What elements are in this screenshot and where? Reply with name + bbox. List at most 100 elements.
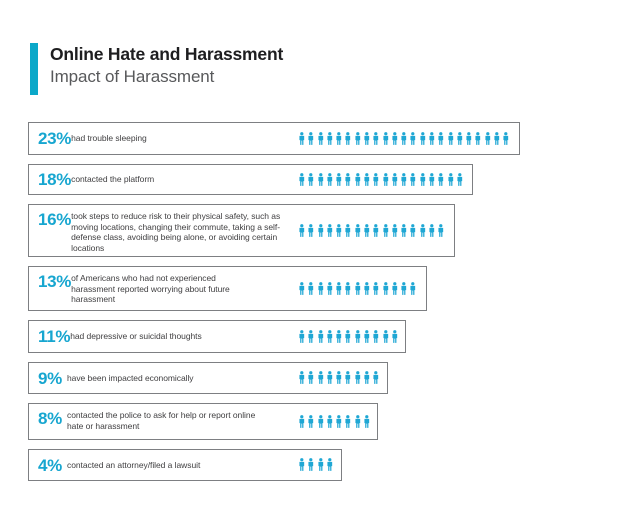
person-icon <box>317 281 323 295</box>
person-icon <box>327 131 333 145</box>
stat-percent: 4% <box>38 455 62 475</box>
person-icon <box>392 223 397 237</box>
person-icon <box>355 329 360 343</box>
person-icon <box>420 131 425 145</box>
person-icon <box>336 172 342 186</box>
person-icon <box>299 371 305 385</box>
person-icon <box>345 371 351 385</box>
person-icon <box>355 172 360 186</box>
person-icon <box>392 172 397 186</box>
person-icon <box>336 371 342 385</box>
person-icon <box>355 281 360 295</box>
person-icon <box>410 281 416 295</box>
stat-label: took steps to reduce risk to their physi… <box>71 211 281 253</box>
person-icon <box>382 172 388 186</box>
stat-row: 9% have been impacted economically <box>28 362 388 394</box>
person-icon <box>429 131 435 145</box>
stat-label: contacted an attorney/filed a lawsuit <box>67 459 201 470</box>
person-icon <box>327 329 333 343</box>
person-icon <box>382 281 388 295</box>
stat-label: had depressive or suicidal thoughts <box>70 331 202 342</box>
person-icon <box>420 223 425 237</box>
person-icon <box>336 329 342 343</box>
person-icon <box>355 223 360 237</box>
person-icon-group <box>298 321 398 352</box>
person-icon <box>317 131 323 145</box>
person-icon <box>327 172 333 186</box>
person-icon <box>299 223 305 237</box>
person-icon <box>308 329 314 343</box>
person-icon <box>410 172 416 186</box>
stat-percent: 9% <box>38 368 62 388</box>
person-icon <box>355 371 360 385</box>
person-icon <box>503 131 509 145</box>
stat-row: 8% contacted the police to ask for help … <box>28 403 378 440</box>
stat-percent: 16% <box>38 210 72 229</box>
person-icon <box>392 131 397 145</box>
person-icon <box>345 281 351 295</box>
person-icon-group <box>298 123 510 154</box>
person-icon <box>345 131 351 145</box>
page-subtitle: Impact of Harassment <box>50 67 215 86</box>
stat-row: 18% contacted the platform <box>28 164 473 195</box>
person-icon <box>317 172 323 186</box>
person-icon <box>345 329 351 343</box>
person-icon <box>466 131 472 145</box>
person-icon <box>401 131 407 145</box>
person-icon <box>438 223 444 237</box>
person-icon <box>447 131 453 145</box>
person-icon <box>299 131 305 145</box>
person-icon <box>317 458 323 472</box>
person-icon <box>308 223 314 237</box>
person-icon <box>364 172 370 186</box>
person-icon-group <box>298 165 463 194</box>
person-icon <box>373 281 379 295</box>
title-block: Online Hate and Harassment Impact of Har… <box>50 43 283 95</box>
person-icon <box>308 371 314 385</box>
person-icon <box>327 281 333 295</box>
person-icon <box>382 223 388 237</box>
person-icon <box>327 223 333 237</box>
person-icon <box>355 131 360 145</box>
header: Online Hate and Harassment Impact of Har… <box>30 43 283 95</box>
stat-row: 23% had trouble sleeping <box>28 122 520 155</box>
person-icon <box>382 329 388 343</box>
person-icon <box>457 131 462 145</box>
person-icon <box>345 414 351 428</box>
person-icon <box>327 414 333 428</box>
person-icon <box>392 329 397 343</box>
person-icon <box>494 131 500 145</box>
stat-percent: 13% <box>38 272 72 291</box>
person-icon <box>355 414 360 428</box>
person-icon <box>308 458 314 472</box>
person-icon <box>410 223 416 237</box>
person-icon <box>299 172 305 186</box>
person-icon <box>317 223 323 237</box>
person-icon <box>373 223 379 237</box>
stat-percent: 23% <box>38 129 72 148</box>
person-icon <box>457 172 462 186</box>
person-icon <box>317 371 323 385</box>
person-icon <box>317 414 323 428</box>
person-icon <box>345 223 351 237</box>
person-icon <box>420 172 425 186</box>
person-icon <box>364 414 370 428</box>
person-icon <box>299 414 305 428</box>
stat-row: 16% took steps to reduce risk to their p… <box>28 204 455 257</box>
stat-row: 13% of Americans who had not experienced… <box>28 266 427 311</box>
person-icon-group <box>298 404 371 439</box>
person-icon <box>364 223 370 237</box>
person-icon-group <box>298 267 417 310</box>
person-icon <box>364 371 370 385</box>
person-icon <box>364 281 370 295</box>
stat-percent: 11% <box>38 327 71 346</box>
person-icon <box>364 131 370 145</box>
person-icon <box>336 131 342 145</box>
stat-label: contacted the police to ask for help or … <box>67 410 256 431</box>
person-icon <box>475 131 481 145</box>
person-icon <box>401 281 407 295</box>
person-icon-group <box>298 450 333 480</box>
person-icon <box>327 371 333 385</box>
person-icon <box>364 329 370 343</box>
stat-row: 11% had depressive or suicidal thoughts <box>28 320 406 353</box>
